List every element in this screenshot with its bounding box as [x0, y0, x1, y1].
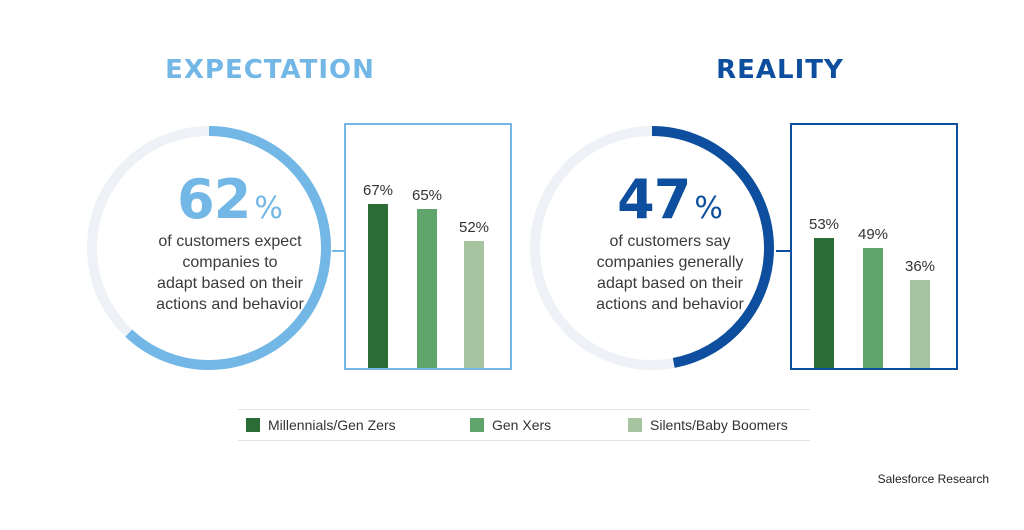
expectation-description: of customers expect companies to adapt b…	[156, 233, 304, 313]
expectation-bar-label-silents: 52%	[458, 218, 490, 236]
expectation-bar-millennials	[368, 203, 388, 368]
expectation-bar-chart: 67% 65% 52%	[344, 123, 512, 370]
legend-item-gen-x: Gen Xers	[470, 416, 551, 434]
expectation-ring-arc	[87, 126, 331, 370]
expectation-connector	[332, 250, 344, 252]
legend-swatch-silents	[628, 418, 642, 432]
expectation-percent-sign: %	[254, 191, 283, 226]
reality-percent-value: 47	[617, 168, 691, 231]
reality-bar-gen-x	[863, 247, 883, 368]
expectation-bar-silents	[464, 240, 484, 368]
source-credit: Salesforce Research	[877, 472, 989, 486]
reality-connector	[776, 250, 790, 252]
reality-bar-label-silents: 36%	[904, 257, 936, 275]
reality-percent-sign: %	[694, 191, 723, 226]
legend-label-silents: Silents/Baby Boomers	[650, 417, 788, 433]
expectation-heading: EXPECTATION	[165, 55, 375, 85]
reality-ring-arc	[530, 126, 774, 370]
expectation-big-stat: 62%	[120, 170, 340, 232]
expectation-percent-value: 62	[177, 168, 251, 231]
reality-bar-label-millennials: 53%	[808, 216, 840, 234]
legend-label-millennials: Millennials/Gen Zers	[268, 417, 396, 433]
expectation-bar-label-millennials: 67%	[362, 181, 394, 199]
legend-item-millennials: Millennials/Gen Zers	[246, 416, 396, 434]
reality-big-stat: 47%	[560, 170, 780, 232]
reality-bar-millennials	[814, 238, 834, 368]
reality-bar-silents	[910, 279, 930, 368]
legend-swatch-gen-x	[470, 418, 484, 432]
reality-bar-chart: 53% 49% 36%	[790, 123, 958, 370]
legend-swatch-millennials	[246, 418, 260, 432]
reality-heading: REALITY	[716, 55, 844, 85]
reality-description: of customers say companies generally ada…	[596, 233, 744, 313]
legend: Millennials/Gen Zers Gen Xers Silents/Ba…	[238, 409, 810, 441]
legend-item-silents: Silents/Baby Boomers	[628, 416, 788, 434]
expectation-bar-label-gen-x: 65%	[411, 186, 443, 204]
legend-label-gen-x: Gen Xers	[492, 417, 552, 433]
reality-bar-label-gen-x: 49%	[857, 225, 889, 243]
expectation-bar-gen-x	[417, 208, 437, 368]
